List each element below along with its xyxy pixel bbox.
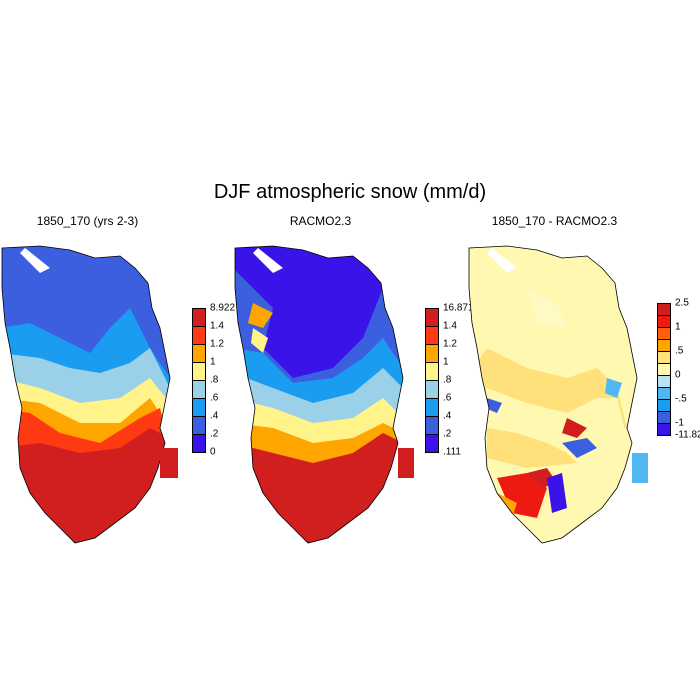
colorbar-label: .5 xyxy=(675,345,684,357)
colorbar-label: 8.922 xyxy=(210,302,236,314)
colorbar-segment xyxy=(657,363,671,376)
colorbar-segment xyxy=(657,327,671,340)
colorbar-segment xyxy=(425,380,439,399)
colorbar-segment xyxy=(425,362,439,381)
panel-racmo: RACMO2.3 .111 .2 .4 .6 .8 1 1.2 1.4 16.871 xyxy=(233,208,474,548)
colorbar-label: 0 xyxy=(675,369,681,381)
colorbar-segment xyxy=(425,326,439,345)
colorbar-segment xyxy=(425,398,439,417)
panel-title-difference: 1850_170 - RACMO2.3 xyxy=(491,214,618,228)
greenland-map-difference xyxy=(468,245,648,544)
colorbar-segment xyxy=(425,344,439,363)
colorbar-label: 1.4 xyxy=(210,320,224,332)
colorbar-segment xyxy=(657,423,671,436)
colorbar-label: 1 xyxy=(443,356,449,368)
colorbar-segment xyxy=(192,326,206,345)
colorbar-label: .2 xyxy=(210,428,219,440)
colorbar-label: .4 xyxy=(210,410,219,422)
colorbar-segment xyxy=(425,308,439,327)
greenland-map-racmo xyxy=(234,245,414,544)
colorbar-segment xyxy=(425,416,439,435)
colorbar-segment xyxy=(657,387,671,400)
panel-title-model: 1850_170 (yrs 2-3) xyxy=(36,214,139,228)
colorbar-label: .8 xyxy=(443,374,452,386)
colorbar-label: .6 xyxy=(443,392,452,404)
figure-title: DJF atmospheric snow (mm/d) xyxy=(213,181,487,203)
colorbar-label: 1.2 xyxy=(443,338,457,350)
colorbar-label: .8 xyxy=(210,374,219,386)
colorbar-segment xyxy=(657,399,671,412)
colorbar-segment xyxy=(657,339,671,352)
panel-model: 1850_170 (yrs 2-3) 0 .2 .4 .6 .8 1 1.2 1.4 8.922 xyxy=(0,208,235,548)
colorbar-label: 1 xyxy=(210,356,216,368)
colorbar-label: 16.871 xyxy=(443,302,474,314)
colorbar-label: .6 xyxy=(210,392,219,404)
colorbar-segment xyxy=(657,315,671,328)
colorbar-label: 0 xyxy=(210,446,216,458)
colorbar-model: 0 .2 .4 .6 .8 1 1.2 1.4 8.922 xyxy=(192,303,235,458)
greenland-map-model xyxy=(1,245,178,544)
colorbar-segment xyxy=(192,344,206,363)
colorbar-segment xyxy=(192,416,206,435)
colorbar-segment xyxy=(425,434,439,453)
colorbar-segment xyxy=(192,308,206,327)
colorbar-segment xyxy=(192,434,206,453)
colorbar-label: -1 xyxy=(675,417,684,429)
panel-difference: 1850_170 - RACMO2.3 -11.82 -1 -.5 0 .5 1 2.5 xyxy=(467,208,700,548)
colorbar-label: 2.5 xyxy=(675,297,689,309)
colorbar-racmo: .111 .2 .4 .6 .8 1 1.2 1.4 16.871 xyxy=(425,303,474,458)
colorbar-label: .111 xyxy=(443,446,461,458)
colorbar-label: 1.2 xyxy=(210,338,224,350)
colorbar-label: 1 xyxy=(675,321,681,333)
colorbar-segment xyxy=(657,351,671,364)
colorbar-label: .2 xyxy=(443,428,452,440)
colorbar-segment xyxy=(192,380,206,399)
colorbar-label: -.5 xyxy=(675,393,687,405)
colorbar-difference: -11.82 -1 -.5 0 .5 1 2.5 xyxy=(657,298,700,441)
colorbar-segment xyxy=(192,398,206,417)
panel-title-racmo: RACMO2.3 xyxy=(289,214,352,228)
colorbar-label: .4 xyxy=(443,410,452,422)
colorbar-segment xyxy=(657,303,671,316)
colorbar-segment xyxy=(192,362,206,381)
colorbar-segment xyxy=(657,375,671,388)
colorbar-label: 1.4 xyxy=(443,320,457,332)
colorbar-segment xyxy=(657,411,671,424)
colorbar-label: -11.82 xyxy=(675,429,700,441)
